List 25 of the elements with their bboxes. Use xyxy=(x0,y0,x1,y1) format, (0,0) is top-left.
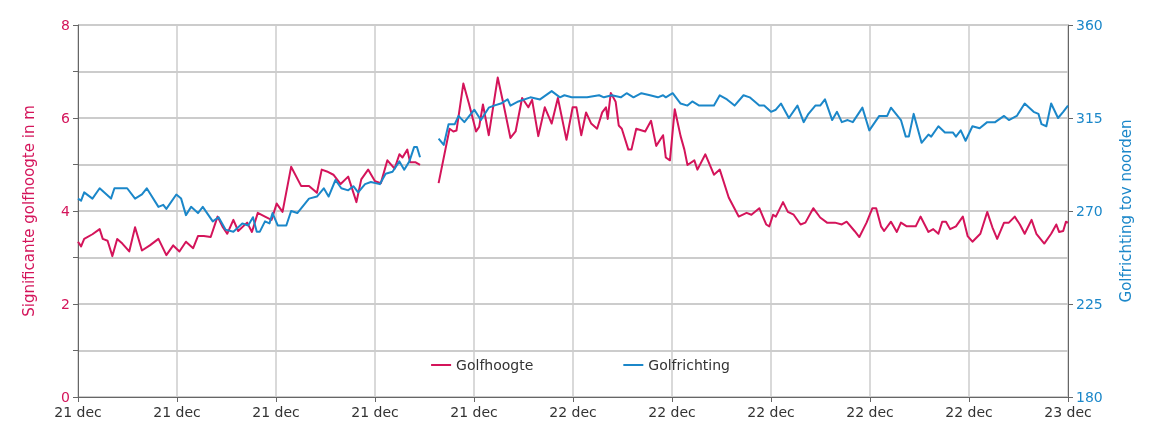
x-tick-label: 22 dec xyxy=(846,404,894,420)
y2-tick-label: 270 xyxy=(1076,203,1103,219)
y2-tick-label: 315 xyxy=(1076,110,1103,126)
y2-tick-label: 180 xyxy=(1076,389,1103,405)
x-tick-label: 21 dec xyxy=(153,404,201,420)
legend-label: Golfhoogte xyxy=(456,357,534,373)
y2-tick-label: 225 xyxy=(1076,296,1103,312)
x-tick-label: 21 dec xyxy=(54,404,102,420)
x-tick-label: 21 dec xyxy=(351,404,399,420)
y2-axis-title: Golfrichting tov noorden xyxy=(1116,119,1135,303)
x-tick-label: 22 dec xyxy=(549,404,597,420)
y-tick-label: 8 xyxy=(61,17,70,33)
x-tick-label: 22 dec xyxy=(648,404,696,420)
x-tick-label: 22 dec xyxy=(945,404,993,420)
y-axis-title: Significante golfhoogte in m xyxy=(19,105,38,317)
x-tick-label: 21 dec xyxy=(450,404,498,420)
x-tick-label: 22 dec xyxy=(747,404,795,420)
y-tick-label: 0 xyxy=(61,389,70,405)
y-tick-label: 2 xyxy=(61,296,70,312)
legend-label: Golfrichting xyxy=(648,357,730,373)
x-tick-label: 23 dec xyxy=(1044,404,1092,420)
y2-tick-label: 360 xyxy=(1076,17,1103,33)
y-tick-label: 6 xyxy=(61,110,71,126)
y-tick-label: 4 xyxy=(61,203,71,219)
x-tick-label: 21 dec xyxy=(252,404,300,420)
